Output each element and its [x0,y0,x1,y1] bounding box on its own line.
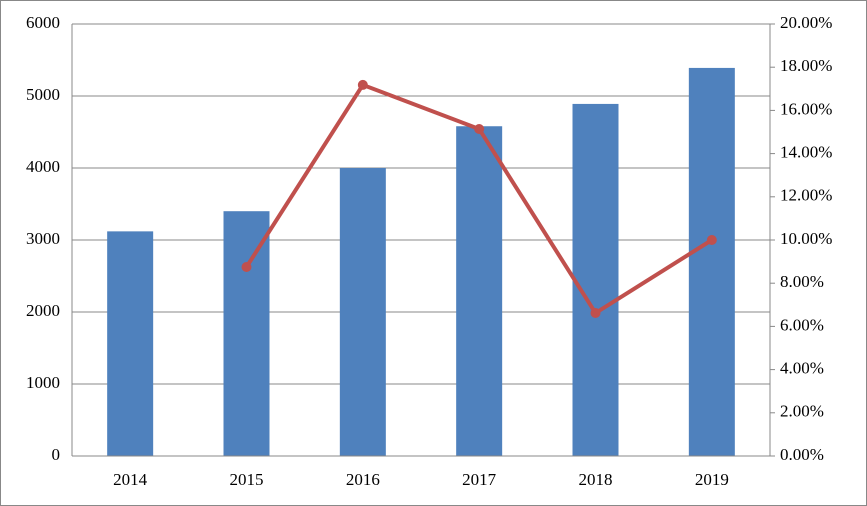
x-tick-label: 2019 [695,470,729,489]
line-marker [706,235,717,245]
y2-tick-label: 8.00% [780,272,824,291]
bar [339,168,386,456]
y2-tick-label: 18.00% [780,56,832,75]
y-tick-label: 2000 [26,301,60,320]
bar [572,103,619,457]
y-tick-label: 6000 [26,13,60,32]
bar [223,211,270,456]
line-marker [241,262,252,272]
x-tick-label: 2016 [346,470,380,489]
y2-tick-label: 20.00% [780,13,832,32]
y-tick-label: 0 [52,445,61,464]
y-tick-label: 3000 [26,229,60,248]
y2-tick-label: 6.00% [780,315,824,334]
y2-tick-label: 0.00% [780,445,824,464]
bar [456,126,503,457]
x-tick-label: 2018 [579,470,613,489]
y2-tick-label: 10.00% [780,229,832,248]
x-tick-label: 2017 [462,470,497,489]
x-tick-label: 2014 [113,470,148,489]
line-marker [590,308,601,319]
y2-tick-label: 12.00% [780,186,832,205]
y2-tick-label: 16.00% [780,99,832,118]
x-tick-label: 2015 [230,470,264,489]
y2-tick-label: 14.00% [780,143,832,162]
bar [107,231,154,456]
line-marker [474,123,485,134]
y-tick-label: 4000 [26,157,60,176]
line-marker [357,79,368,90]
y-tick-label: 5000 [26,85,60,104]
y2-tick-label: 2.00% [780,402,824,421]
bar [688,67,735,457]
y-tick-label: 1000 [26,373,60,392]
y2-tick-label: 4.00% [780,359,824,378]
